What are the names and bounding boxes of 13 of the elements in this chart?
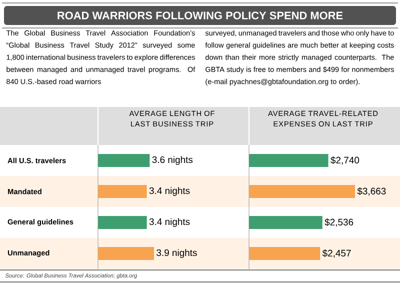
bar [249, 154, 328, 168]
data-label: $2,536 [324, 218, 354, 227]
data-label: 3.4 nights [149, 218, 190, 227]
data-label: $3,663 [357, 187, 386, 196]
data-label: 3.4 nights [149, 187, 190, 196]
bar [249, 216, 322, 229]
data-label: $2,740 [330, 156, 360, 165]
data-label: 3.9 nights [156, 249, 197, 258]
bar [249, 185, 356, 198]
data-label: $2,457 [322, 249, 351, 258]
bar [249, 247, 320, 260]
data-label: 3.6 nights [152, 156, 193, 165]
text: ROAD WARRIORS FOLLOWING POLICY SPEND MORE [58, 12, 343, 20]
